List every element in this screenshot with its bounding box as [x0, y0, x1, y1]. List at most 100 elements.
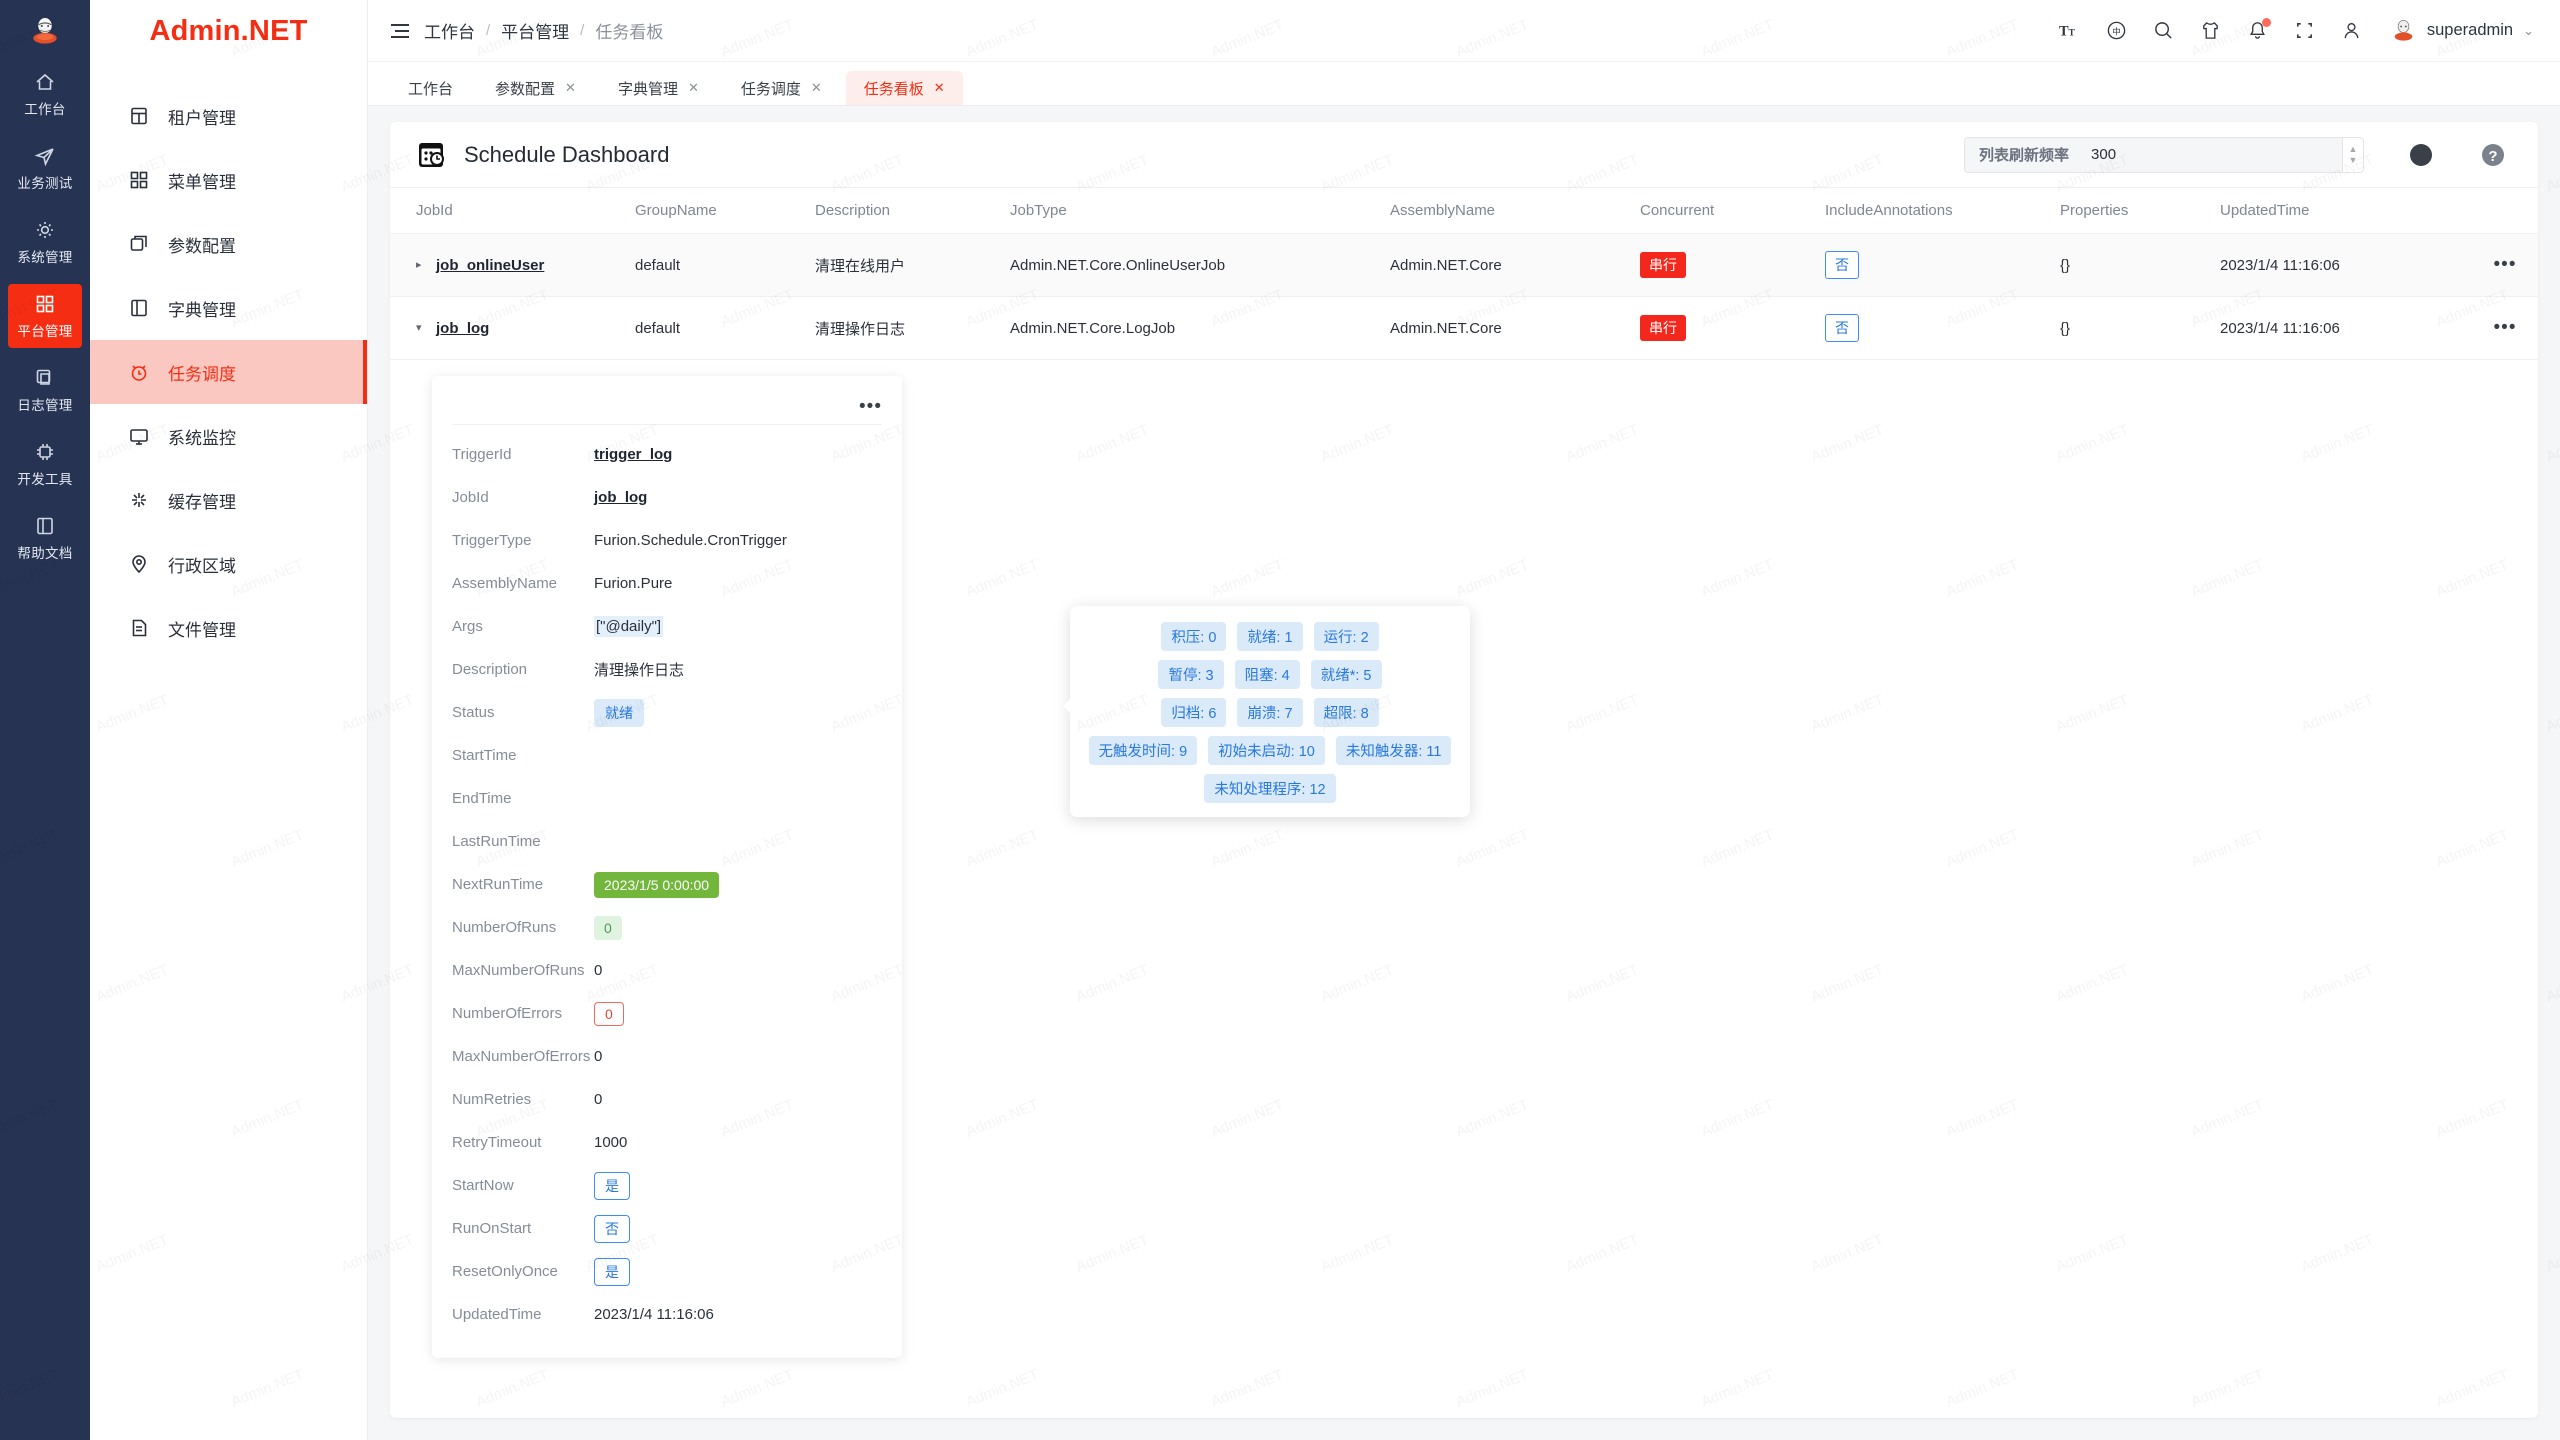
tab-2[interactable]: 参数配置 ✕: [477, 71, 594, 105]
row-expander-icon[interactable]: ▾: [416, 321, 422, 334]
language-globe-icon[interactable]: 中: [2106, 20, 2127, 41]
svg-text:?: ?: [2488, 148, 2497, 165]
account-icon[interactable]: [2341, 20, 2362, 41]
detail-card-toolbar: •••: [452, 390, 882, 424]
tab-close-icon[interactable]: ✕: [565, 80, 576, 95]
stepper-down-icon[interactable]: ▼: [2348, 154, 2358, 165]
trigger-detail-card: ••• TriggerId trigger_log JobId job_log Trig…: [432, 376, 902, 1358]
refresh-frequency-control: 列表刷新频率 300 ▲ ▼: [1964, 136, 2364, 173]
job-id-link[interactable]: job_log: [436, 319, 490, 337]
tab-close-icon[interactable]: ✕: [687, 80, 699, 95]
detail-rows: TriggerId trigger_log JobId job_log TriggerT…: [452, 433, 882, 1336]
notification-bell-icon[interactable]: [2247, 18, 2271, 41]
rail-item-6[interactable]: 开发工具: [8, 432, 82, 496]
detail-value-text[interactable]: job_log: [594, 489, 648, 506]
theme-shirt-icon[interactable]: [2200, 20, 2221, 41]
breadcrumb: 工作台 / 平台管理 / 任务看板: [424, 18, 663, 43]
send-icon: [34, 145, 56, 167]
detail-row: ResetOnlyOnce 是: [452, 1250, 882, 1293]
column-header-4[interactable]: JobType: [1010, 188, 1390, 234]
submenu-item-1[interactable]: 租户管理: [90, 84, 367, 148]
submenu-item-8[interactable]: 行政区域: [90, 532, 367, 596]
collapse-menu-icon[interactable]: [390, 21, 410, 41]
submenu-item-2[interactable]: 菜单管理: [90, 148, 367, 212]
detail-row: EndTime: [452, 777, 882, 820]
submenu-item-9[interactable]: 文件管理: [90, 596, 367, 660]
tab-5[interactable]: 任务看板 ✕: [845, 71, 963, 105]
status-legend-tag: 未知处理程序: 12: [1204, 774, 1336, 803]
chevron-down-icon[interactable]: ⌄: [2523, 22, 2534, 38]
row-more-actions-icon[interactable]: •••: [2493, 254, 2517, 275]
column-header-6[interactable]: Concurrent: [1640, 188, 1825, 234]
job-id-link[interactable]: job_onlineUser: [436, 256, 545, 274]
svg-text:T: T: [2068, 27, 2075, 38]
tab-3[interactable]: 字典管理 ✕: [600, 71, 717, 105]
detail-value: job_log: [594, 489, 647, 506]
theme-moon-icon[interactable]: [2406, 140, 2436, 170]
refresh-frequency-input[interactable]: 列表刷新频率 300: [1964, 136, 2342, 173]
detail-more-actions-icon[interactable]: •••: [859, 396, 882, 417]
stepper-up-icon[interactable]: ▲: [2348, 143, 2358, 154]
rail-item-label: 工作台: [24, 102, 66, 117]
detail-value: 0: [594, 1048, 602, 1065]
column-header-5[interactable]: AssemblyName: [1390, 188, 1640, 234]
rail-item-5[interactable]: 日志管理: [8, 358, 82, 422]
home-icon: [34, 71, 56, 93]
column-header-2[interactable]: GroupName: [635, 188, 815, 234]
table-row[interactable]: ▸ job_onlineUser default 清理在线用户 Admin.NET.Co…: [390, 233, 2538, 297]
tab-close-icon[interactable]: ✕: [810, 80, 822, 95]
search-icon[interactable]: [2153, 20, 2174, 41]
detail-value-text: Furion.Schedule.CronTrigger: [594, 532, 787, 549]
row-expander-icon[interactable]: ▸: [416, 258, 422, 271]
rail-item-1[interactable]: 工作台: [8, 62, 82, 126]
breadcrumb-item-2[interactable]: 平台管理: [501, 23, 570, 42]
column-header-8[interactable]: Properties: [2060, 188, 2220, 234]
refresh-frequency-stepper[interactable]: ▲ ▼: [2342, 136, 2364, 173]
detail-value-text: 2023/1/5 0:00:00: [594, 871, 720, 898]
building-icon: [128, 105, 150, 127]
column-header-1[interactable]: JobId: [390, 188, 635, 234]
column-header-3[interactable]: Description: [815, 188, 1010, 234]
submenu-item-6[interactable]: 系统监控: [90, 404, 367, 468]
table-row[interactable]: ▾ job_log default 清理操作日志 Admin.NET.Core.LogJ…: [390, 296, 2538, 360]
rail-item-3[interactable]: 系统管理: [8, 210, 82, 274]
user-menu[interactable]: superadmin ⌄: [2390, 17, 2534, 44]
detail-row: TriggerType Furion.Schedule.CronTrigger: [452, 519, 882, 562]
status-legend-row: 未知处理程序: 12: [1084, 774, 1456, 803]
tab-close-icon[interactable]: ✕: [933, 80, 945, 95]
detail-row: TriggerId trigger_log: [452, 433, 882, 476]
alarm-icon: [128, 361, 150, 383]
column-header-7[interactable]: IncludeAnnotations: [1825, 188, 2060, 234]
rail-item-2[interactable]: 业务测试: [8, 136, 82, 200]
help-question-icon[interactable]: ?: [2478, 140, 2508, 170]
tab-4[interactable]: 任务调度 ✕: [723, 71, 840, 105]
detail-value-text: Furion.Pure: [594, 575, 673, 592]
concurrent-badge: 串行: [1640, 252, 1686, 278]
tab-1[interactable]: 工作台: [390, 71, 471, 105]
jobs-table-wrap: JobId GroupName Description JobType Assembly…: [390, 188, 2538, 1418]
detail-value-text[interactable]: trigger_log: [594, 446, 673, 463]
fullscreen-icon[interactable]: [2294, 20, 2315, 41]
tab-label: 字典管理: [617, 80, 678, 98]
submenu-item-4[interactable]: 字典管理: [90, 276, 367, 340]
breadcrumb-item-1[interactable]: 工作台: [424, 23, 475, 42]
table-head: JobId GroupName Description JobType Assembly…: [390, 188, 2538, 234]
status-legend-tag: 积压: 0: [1161, 622, 1227, 651]
gear-icon: [34, 219, 56, 241]
column-header-9[interactable]: UpdatedTime: [2220, 188, 2465, 234]
submenu-item-7[interactable]: 缓存管理: [90, 468, 367, 532]
row-more-actions-icon[interactable]: •••: [2493, 317, 2517, 338]
rail-item-4[interactable]: 平台管理: [8, 284, 82, 348]
cell-group-name: default: [635, 296, 815, 360]
rail-item-7[interactable]: 帮助文档: [8, 506, 82, 570]
detail-value-text: 清理操作日志: [594, 662, 685, 679]
cell-include-annotations: 否: [1825, 296, 2060, 360]
app-logo: [0, 0, 90, 62]
detail-row: LastRunTime: [452, 820, 882, 863]
detail-value: 2023/1/4 11:16:06: [594, 1306, 714, 1323]
detail-value-text: 0: [594, 962, 603, 979]
svg-text:T: T: [2059, 23, 2069, 39]
submenu-item-5[interactable]: 任务调度: [90, 340, 367, 404]
submenu-item-3[interactable]: 参数配置: [90, 212, 367, 276]
